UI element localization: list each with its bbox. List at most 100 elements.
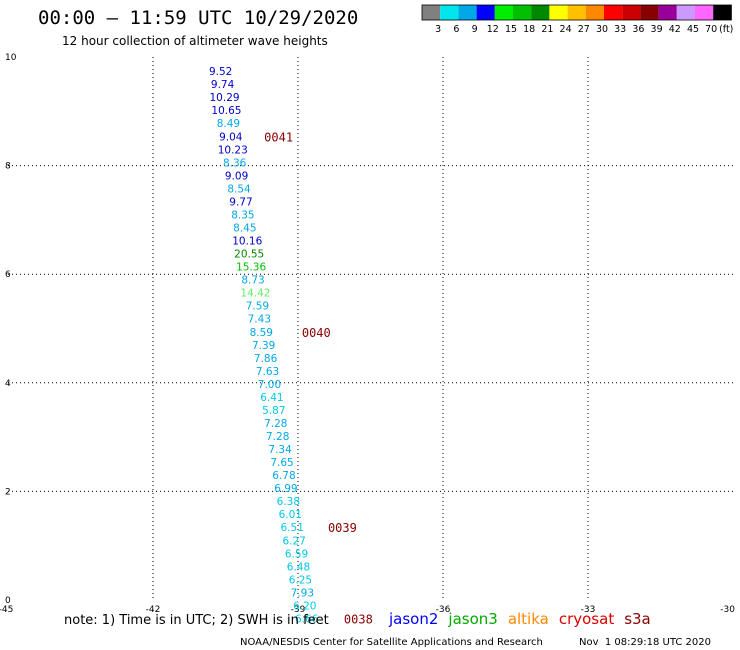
wave-height-label: 8.54 (227, 183, 251, 195)
time-marks: 0041 0040 0039 0038 (264, 130, 373, 626)
color-scale-swatch (531, 5, 550, 20)
color-scale-swatch (440, 5, 459, 20)
wave-height-label: 8.59 (250, 327, 273, 339)
color-scale-label: 45 (687, 24, 699, 35)
color-scale-label: 27 (578, 24, 590, 35)
color-scale-units: (ft) (719, 24, 733, 35)
color-scale-label: 33 (614, 24, 626, 35)
wave-height-label: 8.35 (231, 209, 254, 221)
x-tick-label: -39 (291, 605, 306, 615)
wave-height-label: 6.25 (289, 574, 312, 586)
wave-height-label: 7.59 (246, 301, 269, 313)
satellite-legend-item: jason3 (447, 610, 497, 628)
x-tick-label: -45 (0, 605, 13, 615)
wave-height-label: 8.45 (233, 223, 256, 235)
y-tick-label: 8 (5, 162, 11, 172)
x-tick-label: -42 (146, 605, 161, 615)
color-scale-label: 18 (523, 24, 535, 35)
color-scale-swatch (713, 5, 732, 20)
wave-height-label: 20.55 (234, 249, 264, 261)
wave-height-label: 9.52 (209, 66, 232, 78)
color-scale-swatch (513, 5, 532, 20)
color-scale-swatch (567, 5, 586, 20)
wave-height-label: 6.66 (295, 613, 319, 625)
color-scale-swatch (549, 5, 568, 20)
wave-height-label: 6.38 (277, 496, 300, 508)
color-scale-label: 21 (541, 24, 553, 35)
color-scale-label: 12 (487, 24, 499, 35)
wave-height-label: 6.20 (293, 600, 316, 612)
wave-height-label: 7.28 (266, 431, 289, 443)
satellite-legend-item: jason2 (388, 610, 438, 628)
wave-height-label: 10.23 (218, 144, 248, 156)
wave-height-label: 10.65 (211, 105, 241, 117)
wave-height-label: 6.41 (260, 392, 283, 404)
chart-axes: -45 -42 -39 -36 -33 -30 0 2 4 6 8 10 (0, 53, 735, 615)
wave-height-label: 6.27 (282, 535, 305, 547)
y-tick-label: 2 (5, 487, 11, 497)
color-scale-swatch (422, 5, 441, 20)
color-scale-label: 70 (705, 24, 717, 35)
footer-credit: NOAA/NESDIS Center for Satellite Applica… (240, 637, 543, 648)
color-scale-swatch (658, 5, 677, 20)
wave-height-label: 7.28 (264, 418, 287, 430)
time-mark-label: 0038 (344, 612, 373, 626)
wave-height-label: 9.04 (219, 131, 243, 143)
wave-height-label: 7.43 (248, 314, 271, 326)
wave-height-label: 8.73 (241, 275, 264, 287)
satellite-legend: jason2 jason3 altika cryosat s3a (388, 610, 651, 628)
x-tick-label: -33 (581, 605, 596, 615)
color-scale-swatch (494, 5, 513, 20)
wave-height-label: 9.77 (229, 196, 252, 208)
wave-height-label: 6.78 (272, 470, 295, 482)
wave-height-label: 8.49 (217, 118, 240, 130)
color-scale-label: 24 (560, 24, 572, 35)
color-scale-swatch (585, 5, 604, 20)
color-scale-label: 30 (596, 24, 608, 35)
wave-height-label: 6.48 (287, 561, 310, 573)
wave-height-label: 7.65 (270, 457, 293, 469)
y-tick-label: 6 (5, 270, 11, 280)
color-scale-swatch (695, 5, 714, 20)
color-scale-label: 3 (435, 24, 441, 35)
color-scale-label: 15 (505, 24, 517, 35)
wave-height-label: 7.86 (254, 353, 278, 365)
x-tick-label: -30 (720, 605, 735, 615)
wave-height-label: 7.34 (268, 444, 292, 456)
time-mark-label: 0039 (328, 521, 357, 535)
wave-height-label: 7.39 (252, 340, 275, 352)
wave-height-label: 6.59 (285, 548, 308, 560)
wave-height-label: 10.29 (210, 92, 240, 104)
color-scale-swatch (604, 5, 623, 20)
color-scale-label: 42 (669, 24, 681, 35)
color-scale-label: 39 (651, 24, 663, 35)
wave-height-label: 7.63 (256, 366, 279, 378)
satellite-legend-item: altika (508, 610, 549, 628)
color-scale-swatch (676, 5, 695, 20)
wave-height-label: 6.51 (281, 522, 304, 534)
color-scale-label: 36 (632, 24, 644, 35)
satellite-legend-item: s3a (624, 610, 651, 628)
y-tick-label: 4 (5, 379, 11, 389)
chart-subtitle: 12 hour collection of altimeter wave hei… (62, 34, 328, 48)
color-scale-label: 6 (453, 24, 459, 35)
color-scale-swatch (640, 5, 659, 20)
data-points: 9.529.7410.2910.658.499.0410.238.369.098… (209, 66, 319, 625)
y-tick-label: 10 (5, 53, 17, 63)
wave-height-label: 6.01 (279, 509, 302, 521)
color-scale-swatch (476, 5, 495, 20)
time-mark-label: 0041 (264, 130, 293, 144)
chart-grid (8, 57, 733, 600)
footer-note: note: 1) Time is in UTC; 2) SWH is in fe… (64, 613, 329, 628)
color-scale-border (421, 4, 732, 21)
chart-title: 00:00 – 11:59 UTC 10/29/2020 (38, 7, 358, 29)
color-scale-swatch (458, 5, 477, 20)
color-scale-label: 9 (472, 24, 478, 35)
wave-height-label: 9.09 (225, 170, 248, 182)
wave-height-label: 7.93 (291, 587, 314, 599)
wave-height-label: 5.87 (262, 405, 285, 417)
wave-height-label: 7.00 (258, 379, 281, 391)
satellite-legend-item: cryosat (559, 610, 614, 628)
wave-height-label: 14.42 (240, 288, 270, 300)
